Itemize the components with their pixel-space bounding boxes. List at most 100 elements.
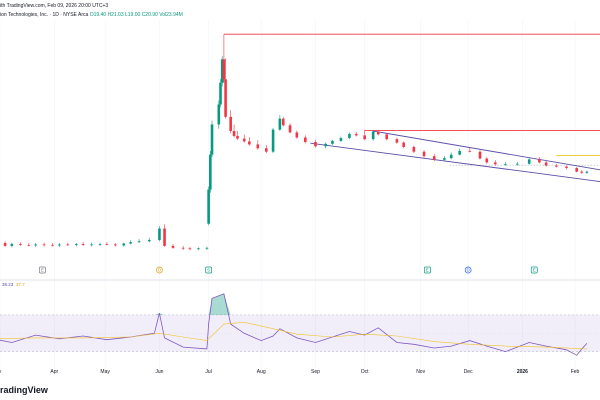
candle — [51, 243, 54, 247]
trend-line-5 — [310, 142, 600, 182]
candle — [181, 245, 185, 250]
marker-badge — [39, 266, 46, 274]
candle-body — [555, 165, 558, 167]
candle — [75, 243, 78, 247]
volume-value: Vol23.94M — [159, 12, 183, 18]
time-tick-label: Dec — [464, 369, 473, 375]
rsi-value: 38.23 — [2, 282, 14, 287]
candle — [66, 242, 70, 246]
candle — [432, 153, 436, 162]
time-tick-label: May — [100, 369, 110, 375]
chart-drawings — [223, 33, 600, 182]
candle-body — [565, 166, 568, 169]
candle — [105, 242, 109, 246]
candle — [217, 100, 221, 129]
candle-body — [19, 243, 22, 245]
marker-badge — [464, 266, 472, 274]
candle — [81, 242, 85, 246]
event-marker-2[interactable]: S — [205, 266, 212, 274]
event-marker-1[interactable]: D — [156, 266, 163, 274]
candle — [527, 157, 531, 165]
candle — [371, 130, 375, 141]
candle-body — [220, 59, 224, 83]
candle — [224, 58, 227, 119]
candle — [376, 130, 380, 136]
candle-body — [371, 131, 375, 140]
candle — [219, 79, 222, 108]
close-value: C20.90 — [141, 12, 158, 18]
trend-line-4 — [373, 130, 600, 171]
candle-body — [27, 244, 31, 246]
grid-lines — [0, 20, 576, 375]
candle — [205, 246, 209, 250]
time-tick-label: 2026 — [517, 369, 528, 375]
candle-body — [81, 243, 85, 245]
event-marker-5[interactable]: E — [530, 266, 538, 274]
candle-body — [449, 154, 453, 159]
candle — [58, 243, 61, 247]
time-tick-label: Apr — [50, 369, 58, 375]
candle — [271, 127, 275, 154]
time-tick-label: Jul — [205, 369, 211, 375]
time-tick-label: Jun — [155, 369, 163, 375]
candle-body — [75, 243, 78, 245]
candle-body — [493, 162, 497, 165]
event-marker-0[interactable]: E — [39, 266, 46, 274]
candle-body — [3, 243, 7, 246]
candle-body — [354, 133, 358, 136]
time-tick-label: v — [0, 369, 2, 375]
candle — [575, 167, 578, 173]
candle — [295, 130, 299, 139]
candle-body — [585, 171, 589, 173]
candle-body — [314, 142, 317, 147]
rsi-overbought-fill — [154, 313, 160, 315]
candle-body — [264, 148, 268, 152]
rsi-pane — [0, 293, 600, 356]
candle-body — [288, 125, 292, 133]
time-tick-label: Sep — [311, 369, 320, 375]
candle — [147, 237, 151, 243]
candle-body — [580, 171, 584, 173]
candle-body — [232, 131, 236, 136]
event-marker-4[interactable]: D — [464, 266, 472, 274]
candle — [339, 136, 343, 143]
candle-body — [468, 150, 472, 152]
candle — [504, 161, 507, 166]
candle-body — [122, 243, 126, 246]
candle — [402, 141, 405, 149]
time-tick-label: Oct — [361, 369, 369, 375]
candle — [209, 150, 212, 193]
event-marker-3[interactable]: E — [424, 266, 431, 274]
candle-body — [478, 151, 482, 159]
candle — [98, 242, 102, 246]
candle — [158, 226, 161, 242]
rsi-overbought-fill — [223, 293, 231, 315]
time-tick-label: Aug — [257, 369, 266, 375]
candle — [222, 34, 226, 83]
candle — [493, 160, 497, 166]
candle-body — [219, 82, 222, 105]
candle — [304, 135, 307, 144]
candle — [449, 152, 453, 160]
candle-body — [207, 189, 210, 224]
candle-body — [90, 244, 93, 246]
candle-body — [458, 150, 461, 155]
marker-badge — [205, 266, 212, 274]
candle-body — [422, 151, 426, 157]
rsi-overbought-fill — [208, 298, 213, 315]
candle — [171, 243, 175, 249]
candle — [281, 116, 285, 127]
candle-body — [105, 243, 109, 245]
candle — [395, 137, 399, 144]
candle-body — [385, 134, 389, 140]
candle-body — [504, 164, 507, 166]
marker-badge — [424, 266, 431, 274]
candle-body — [527, 159, 531, 164]
candle — [422, 150, 426, 158]
candle-body — [66, 244, 70, 246]
candle-body — [538, 159, 541, 163]
candle — [585, 170, 589, 174]
candle-body — [281, 118, 285, 126]
candle-body — [432, 156, 436, 160]
